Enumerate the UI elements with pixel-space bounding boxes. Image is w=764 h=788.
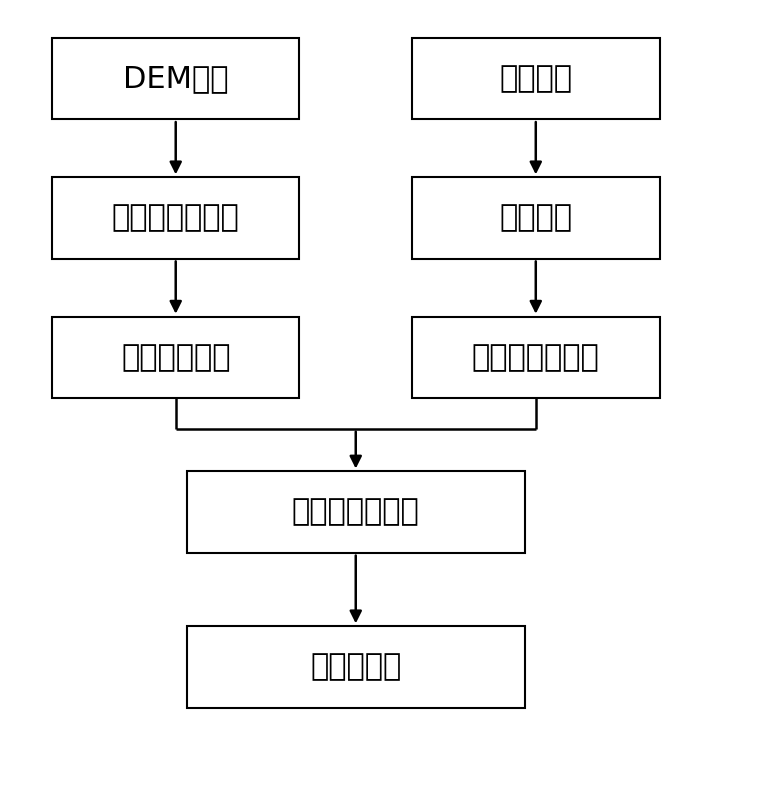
Text: 计算坡度、坡向: 计算坡度、坡向 bbox=[112, 203, 240, 232]
Text: 平地反射率: 平地反射率 bbox=[310, 652, 401, 682]
Bar bbox=[187, 626, 525, 708]
Text: 倒斜地表反射率: 倒斜地表反射率 bbox=[472, 343, 600, 372]
Bar bbox=[412, 177, 659, 258]
Text: 大气校正: 大气校正 bbox=[499, 203, 572, 232]
Text: 计算消光路径: 计算消光路径 bbox=[121, 343, 231, 372]
Bar bbox=[52, 38, 299, 119]
Text: 坡地反射率校正: 坡地反射率校正 bbox=[292, 497, 419, 526]
Bar bbox=[412, 38, 659, 119]
Bar bbox=[412, 317, 659, 398]
Bar bbox=[52, 317, 299, 398]
Text: DEM数据: DEM数据 bbox=[123, 64, 228, 93]
Text: 遥感影像: 遥感影像 bbox=[499, 64, 572, 93]
Bar bbox=[52, 177, 299, 258]
Bar bbox=[187, 471, 525, 552]
